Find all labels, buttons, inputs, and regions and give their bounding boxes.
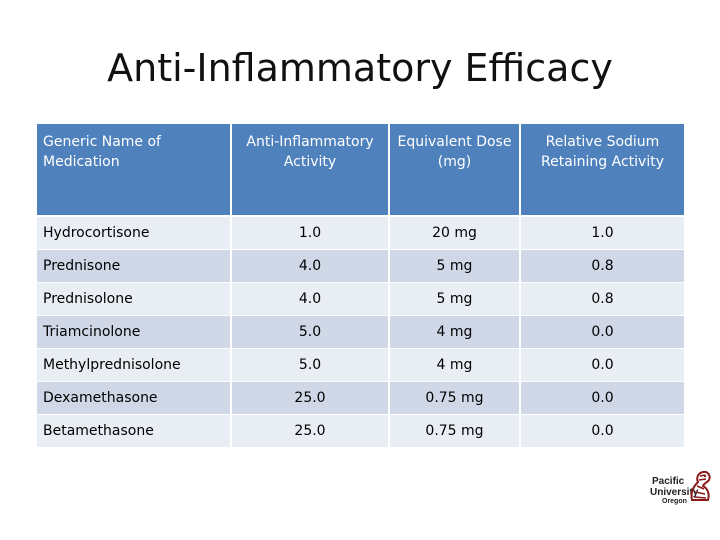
medication-name: Prednisone bbox=[37, 249, 232, 283]
table-row: Prednisone 4.0 5 mg 0.8 bbox=[37, 249, 684, 283]
table-row: Betamethasone 25.0 0.75 mg 0.0 bbox=[37, 414, 684, 448]
anti-inflammatory-value: 1.0 bbox=[231, 216, 390, 250]
anti-inflammatory-value: 25.0 bbox=[231, 381, 390, 415]
logo-line-oregon: Oregon bbox=[662, 498, 687, 505]
equivalent-dose-value: 0.75 mg bbox=[389, 381, 521, 415]
slide-title: Anti-Inflammatory Efficacy bbox=[107, 46, 613, 90]
sodium-retaining-value: 0.8 bbox=[520, 249, 684, 283]
sodium-retaining-value: 0.8 bbox=[520, 282, 684, 316]
sodium-retaining-value: 0.0 bbox=[520, 381, 684, 415]
table-row: Prednisolone 4.0 5 mg 0.8 bbox=[37, 282, 684, 316]
medication-name: Prednisolone bbox=[37, 282, 232, 316]
header-row: Generic Name of Medication Anti-Inflamma… bbox=[37, 124, 684, 217]
logo-line-university: University bbox=[650, 487, 699, 498]
anti-inflammatory-value: 5.0 bbox=[231, 348, 390, 382]
header-equivalent-dose: Equivalent Dose (mg) bbox=[389, 124, 521, 217]
header-anti-inflammatory-activity: Anti-Inflammatory Activity bbox=[231, 124, 390, 217]
logo-wordmark: Pacific University Oregon bbox=[648, 470, 712, 506]
equivalent-dose-value: 20 mg bbox=[389, 216, 521, 250]
table-row: Dexamethasone 25.0 0.75 mg 0.0 bbox=[37, 381, 684, 415]
table-body: Hydrocortisone 1.0 20 mg 1.0 Prednisone … bbox=[37, 216, 684, 448]
equivalent-dose-value: 5 mg bbox=[389, 249, 521, 283]
header-generic-name: Generic Name of Medication bbox=[37, 124, 232, 217]
efficacy-table: Generic Name of Medication Anti-Inflamma… bbox=[37, 124, 684, 448]
equivalent-dose-value: 0.75 mg bbox=[389, 414, 521, 448]
equivalent-dose-value: 5 mg bbox=[389, 282, 521, 316]
sodium-retaining-value: 1.0 bbox=[520, 216, 684, 250]
anti-inflammatory-value: 5.0 bbox=[231, 315, 390, 349]
table-header: Generic Name of Medication Anti-Inflamma… bbox=[37, 124, 684, 217]
medication-name: Betamethasone bbox=[37, 414, 232, 448]
table-row: Methylprednisolone 5.0 4 mg 0.0 bbox=[37, 348, 684, 382]
sodium-retaining-value: 0.0 bbox=[520, 348, 684, 382]
anti-inflammatory-value: 4.0 bbox=[231, 249, 390, 283]
pacific-university-logo: Pacific University Oregon bbox=[648, 470, 712, 526]
medication-name: Methylprednisolone bbox=[37, 348, 232, 382]
boxer-mascot-icon bbox=[690, 470, 711, 501]
equivalent-dose-value: 4 mg bbox=[389, 315, 521, 349]
anti-inflammatory-value: 4.0 bbox=[231, 282, 390, 316]
sodium-retaining-value: 0.0 bbox=[520, 315, 684, 349]
medication-name: Triamcinolone bbox=[37, 315, 232, 349]
logo-line-pacific: Pacific bbox=[652, 476, 685, 487]
table-row: Triamcinolone 5.0 4 mg 0.0 bbox=[37, 315, 684, 349]
anti-inflammatory-value: 25.0 bbox=[231, 414, 390, 448]
medication-name: Hydrocortisone bbox=[37, 216, 232, 250]
medication-name: Dexamethasone bbox=[37, 381, 232, 415]
header-sodium-retaining-activity: Relative Sodium Retaining Activity bbox=[520, 124, 684, 217]
table-row: Hydrocortisone 1.0 20 mg 1.0 bbox=[37, 216, 684, 250]
equivalent-dose-value: 4 mg bbox=[389, 348, 521, 382]
sodium-retaining-value: 0.0 bbox=[520, 414, 684, 448]
